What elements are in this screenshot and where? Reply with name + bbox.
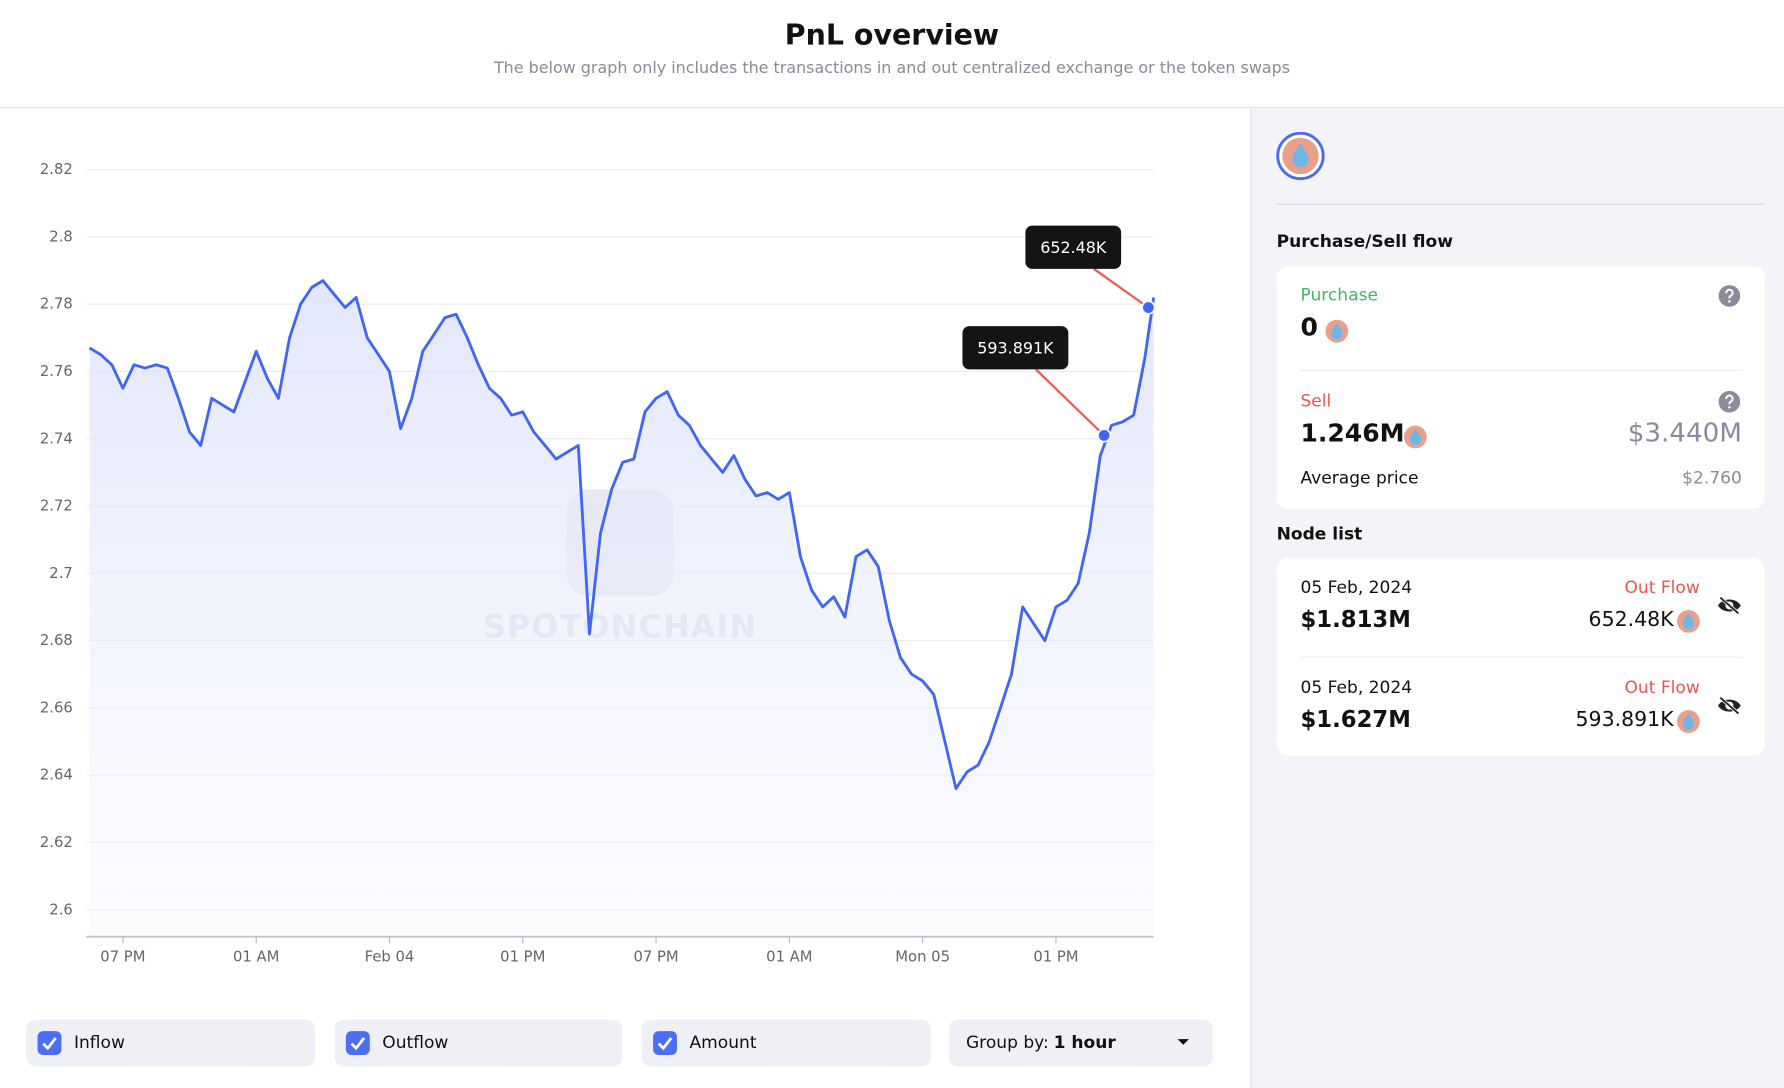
x-tick-label: 01 AM (766, 949, 812, 966)
checkbox-label: Outflow (382, 1032, 449, 1053)
x-tick-label: Mon 05 (895, 949, 950, 966)
token-icon (1276, 132, 1325, 181)
y-tick-label: 2.66 (40, 699, 73, 716)
help-icon[interactable] (1718, 285, 1741, 308)
y-tick-label: 2.7 (49, 565, 73, 582)
y-tick-label: 2.62 (40, 834, 73, 851)
checkbox-label: Amount (689, 1032, 757, 1053)
x-tick-label: Feb 04 (365, 949, 415, 966)
y-tick-label: 2.78 (40, 296, 73, 313)
y-tick-label: 2.68 (40, 632, 73, 649)
node-amount: 652.48K (1588, 607, 1674, 632)
area (89, 280, 1154, 937)
node-date: 05 Feb, 2024 (1300, 677, 1413, 698)
sell-label: Sell (1300, 390, 1332, 411)
sell-value: 1.246M (1300, 419, 1405, 449)
annotation-marker (1097, 428, 1112, 443)
annotation-connector (1093, 267, 1150, 309)
outflow-toggle[interactable]: Outflow (334, 1019, 623, 1067)
checkbox[interactable] (37, 1031, 62, 1056)
x-tick-label: 01 AM (233, 949, 279, 966)
y-tick-label: 2.8 (49, 228, 73, 245)
y-tick-label: 2.72 (40, 498, 73, 515)
y-tick-label: 2.76 (40, 363, 73, 380)
hide-icon[interactable] (1717, 595, 1742, 615)
annotation-box (962, 326, 1069, 370)
node-date: 05 Feb, 2024 (1300, 577, 1413, 598)
group-by-label: Group by: (965, 1032, 1049, 1053)
node-card: 05 Feb, 2024 $1.813M Out Flow 652.48K 05… (1276, 557, 1765, 756)
hide-icon[interactable] (1717, 695, 1742, 715)
node-value: $1.813M (1300, 605, 1411, 633)
x-tick-label: 01 PM (1033, 949, 1078, 966)
annotation-box (1025, 225, 1122, 269)
avg-label: Average price (1300, 467, 1419, 489)
annotation-label: 652.48K (1040, 238, 1107, 257)
group-by-value: 1 hour (1053, 1032, 1116, 1053)
section-title: Node list (1276, 523, 1363, 545)
y-tick-label: 2.6 (49, 901, 73, 918)
title: PnL overview (784, 18, 1000, 52)
annotation-marker (1141, 300, 1156, 315)
node-amount: 593.891K (1575, 707, 1674, 732)
checkbox[interactable] (345, 1031, 370, 1056)
chart: 2.6 2.62 2.64 2.66 2.68 2.7 2.72 2.74 2.76 2.78 2.… (40, 161, 1156, 966)
flow-card: Purchase 0 Sell 1.246M $3.440M Average p… (1276, 266, 1765, 509)
purchase-value: 0 (1300, 314, 1318, 343)
group-by-select[interactable]: Group by: 1 hour (948, 1019, 1213, 1067)
line (88, 279, 1156, 791)
y-tick-label: 2.74 (40, 430, 73, 447)
x-tick-label: 01 PM (500, 949, 545, 966)
amount-toggle[interactable]: Amount (641, 1019, 931, 1067)
checkbox[interactable] (653, 1031, 677, 1056)
node-flow: Out Flow (1624, 577, 1700, 598)
help-icon[interactable] (1718, 390, 1741, 413)
inflow-toggle[interactable]: Inflow (26, 1019, 316, 1067)
x-tick-label: 07 PM (633, 949, 678, 966)
annotation-label: 593.891K (977, 338, 1054, 357)
section-title: Purchase/Sell flow (1276, 231, 1454, 252)
sell-usd: $3.440M (1627, 418, 1742, 449)
avg-value: $2.760 (1682, 467, 1742, 489)
checkbox-label: Inflow (73, 1032, 125, 1053)
side-panel: Purchase/Sell flow Purchase 0 Sell 1.246… (1250, 108, 1784, 1088)
y-tick-label: 2.64 (40, 767, 73, 784)
y-tick-label: 2.82 (40, 161, 73, 178)
header: PnL overview The below graph only includ… (0, 0, 1784, 109)
x-tick-label: 07 PM (100, 949, 145, 966)
annotation-connector (1035, 368, 1105, 437)
node-flow: Out Flow (1624, 677, 1700, 698)
node-value: $1.627M (1300, 705, 1411, 733)
purchase-label: Purchase (1300, 284, 1378, 306)
subtitle: The below graph only includes the transa… (493, 59, 1291, 78)
